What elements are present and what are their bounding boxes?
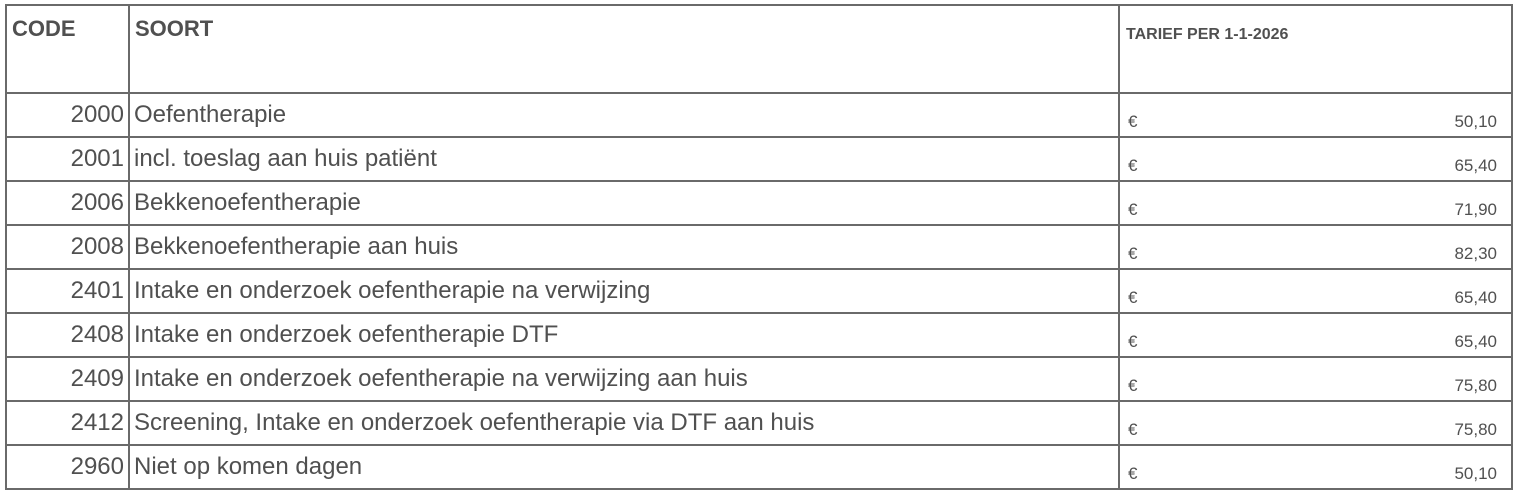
tariff-table: CODE SOORT TARIEF PER 1-1-2026 2000 Oefen… — [5, 4, 1513, 490]
soort-cell: Bekkenoefentherapie aan huis — [128, 224, 1120, 270]
tarief-amount: 75,80 — [1454, 376, 1497, 395]
code-cell: 2001 — [5, 136, 130, 182]
header-soort: SOORT — [128, 4, 1120, 94]
code-cell: 2401 — [5, 268, 130, 314]
tarief-amount: 82,30 — [1454, 244, 1497, 263]
tarief-amount: 65,40 — [1454, 332, 1497, 351]
currency-symbol: € — [1128, 156, 1138, 175]
tarief-cell: €82,30 — [1118, 224, 1513, 270]
tarief-cell: €65,40 — [1118, 312, 1513, 358]
header-tarief: TARIEF PER 1-1-2026 — [1118, 4, 1513, 94]
table-row: 2401 Intake en onderzoek oefentherapie na… — [5, 268, 1513, 314]
header-row: CODE SOORT TARIEF PER 1-1-2026 — [5, 4, 1513, 94]
table-row: 2008 Bekkenoefentherapie aan huis €82,30 — [5, 224, 1513, 270]
code-cell: 2008 — [5, 224, 130, 270]
code-cell: 2409 — [5, 356, 130, 402]
currency-symbol: € — [1128, 288, 1138, 307]
tarief-amount: 75,80 — [1454, 420, 1497, 439]
table-row: 2409 Intake en onderzoek oefentherapie na… — [5, 356, 1513, 402]
soort-cell: Screening, Intake en onderzoek oefenther… — [128, 400, 1120, 446]
header-code: CODE — [5, 4, 130, 94]
tarief-amount: 65,40 — [1454, 156, 1497, 175]
soort-cell: Intake en onderzoek oefentherapie DTF — [128, 312, 1120, 358]
currency-symbol: € — [1128, 376, 1138, 395]
currency-symbol: € — [1128, 244, 1138, 263]
soort-cell: Niet op komen dagen — [128, 444, 1120, 490]
code-cell: 2412 — [5, 400, 130, 446]
currency-symbol: € — [1128, 332, 1138, 351]
tarief-cell: €65,40 — [1118, 268, 1513, 314]
soort-cell: Bekkenoefentherapie — [128, 180, 1120, 226]
table-row: 2001 incl. toeslag aan huis patiënt €65,40 — [5, 136, 1513, 182]
tarief-cell: €75,80 — [1118, 356, 1513, 402]
tarief-amount: 50,10 — [1454, 464, 1497, 483]
soort-cell: Oefentherapie — [128, 92, 1120, 138]
soort-cell: Intake en onderzoek oefentherapie na ver… — [128, 356, 1120, 402]
table-row: 2412 Screening, Intake en onderzoek oefen… — [5, 400, 1513, 446]
code-cell: 2960 — [5, 444, 130, 490]
tarief-amount: 65,40 — [1454, 288, 1497, 307]
currency-symbol: € — [1128, 420, 1138, 439]
tarief-cell: €65,40 — [1118, 136, 1513, 182]
currency-symbol: € — [1128, 200, 1138, 219]
tarief-cell: €75,80 — [1118, 400, 1513, 446]
tarief-amount: 50,10 — [1454, 112, 1497, 131]
soort-cell: Intake en onderzoek oefentherapie na ver… — [128, 268, 1120, 314]
code-cell: 2408 — [5, 312, 130, 358]
table-row: 2006 Bekkenoefentherapie €71,90 — [5, 180, 1513, 226]
currency-symbol: € — [1128, 112, 1138, 131]
table-row: 2408 Intake en onderzoek oefentherapie DT… — [5, 312, 1513, 358]
tarief-cell: €50,10 — [1118, 444, 1513, 490]
soort-cell: incl. toeslag aan huis patiënt — [128, 136, 1120, 182]
currency-symbol: € — [1128, 464, 1138, 483]
tarief-cell: €50,10 — [1118, 92, 1513, 138]
tarief-amount: 71,90 — [1454, 200, 1497, 219]
code-cell: 2006 — [5, 180, 130, 226]
tarief-cell: €71,90 — [1118, 180, 1513, 226]
code-cell: 2000 — [5, 92, 130, 138]
table-row: 2000 Oefentherapie €50,10 — [5, 92, 1513, 138]
table-row: 2960 Niet op komen dagen €50,10 — [5, 444, 1513, 490]
